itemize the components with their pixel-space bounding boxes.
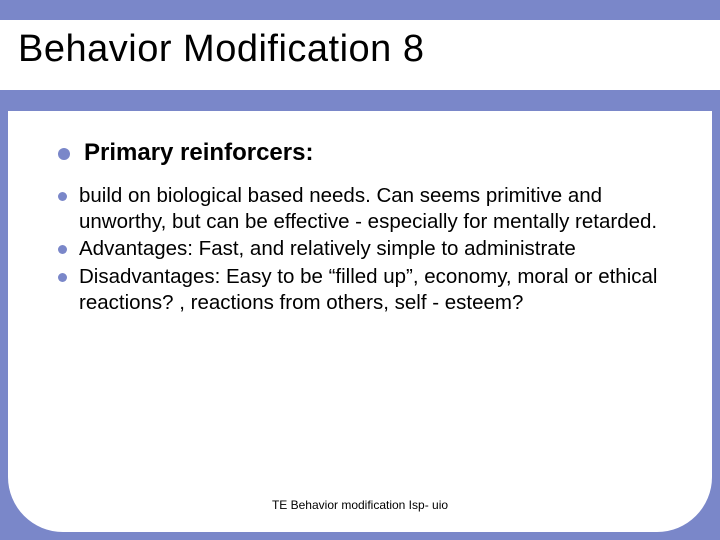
sub-bullet: Disadvantages: Easy to be “filled up”, e… [58,264,674,315]
sub-bullet-text: build on biological based needs. Can see… [79,183,674,234]
main-bullet: Primary reinforcers: [58,139,674,167]
bullet-icon [58,273,67,282]
slide: Behavior Modification 8 Primary reinforc… [0,0,720,540]
sub-bullet: build on biological based needs. Can see… [58,183,674,234]
footer-text: TE Behavior modification Isp- uio [8,498,712,512]
sub-bullet-text: Disadvantages: Easy to be “filled up”, e… [79,264,674,315]
title-area: Behavior Modification 8 [0,20,720,85]
top-accent-band [0,0,720,20]
bullet-icon [58,192,67,201]
second-accent-band [0,93,720,111]
content-area: Primary reinforcers: build on biological… [8,111,712,532]
slide-title: Behavior Modification 8 [18,28,702,71]
sub-bullet-text: Advantages: Fast, and relatively simple … [79,236,576,262]
sub-bullet: Advantages: Fast, and relatively simple … [58,236,674,262]
bullet-icon [58,245,67,254]
main-bullet-text: Primary reinforcers: [84,139,313,167]
bullet-icon [58,148,70,160]
content-frame: Primary reinforcers: build on biological… [0,111,720,540]
